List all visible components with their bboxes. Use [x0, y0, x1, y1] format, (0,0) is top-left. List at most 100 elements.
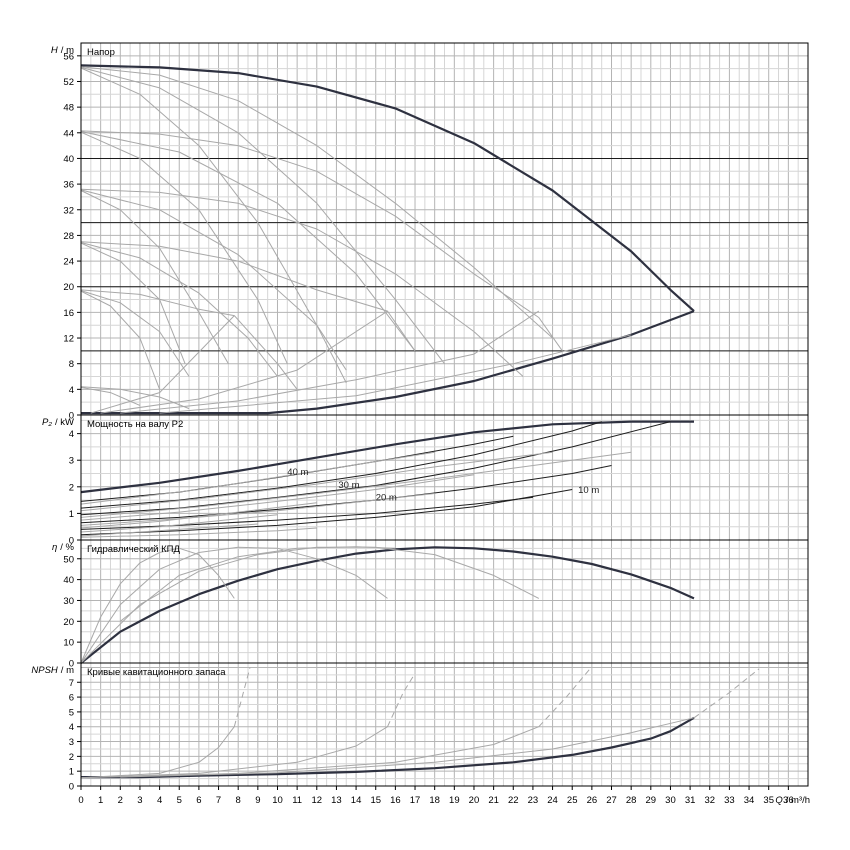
- x-tick-label: 16: [390, 795, 401, 806]
- x-tick-label: 6: [196, 795, 201, 806]
- curve-npsh-dashed: [538, 668, 591, 728]
- x-tick-label: 30: [665, 795, 676, 806]
- y-tick-label: 10: [63, 638, 74, 649]
- curve-head-grey: [80, 241, 416, 352]
- curve-power-grey: [80, 451, 632, 518]
- y-tick-label: 4: [69, 429, 74, 440]
- y-tick-label: 1: [69, 509, 74, 520]
- x-tick-label: 21: [488, 795, 499, 806]
- y-tick-label: 6: [69, 693, 74, 704]
- y-tick-label: 50: [63, 554, 74, 565]
- curve-efficiency-grey: [119, 546, 396, 622]
- y-tick-label: 0: [69, 536, 74, 547]
- curve-power-grey: [80, 527, 317, 538]
- panel-title: Напор: [87, 47, 115, 58]
- curve-power-grey: [80, 502, 317, 529]
- y-tick-label: 56: [63, 51, 74, 62]
- y-tick-label: 48: [63, 103, 74, 114]
- panel-title: Кривые кавитационного запаса: [87, 667, 226, 678]
- y-tick-label: 4: [69, 722, 74, 733]
- x-tick-label: 27: [606, 795, 617, 806]
- curve-annotation: 40 m: [287, 467, 308, 478]
- curve-head-grey: [80, 66, 445, 365]
- y-tick-label: 2: [69, 482, 74, 493]
- series: [80, 64, 760, 779]
- panel-title: Мощность на валу P2: [87, 419, 183, 430]
- y-tick-label: 3: [69, 737, 74, 748]
- y-tick-label: 44: [63, 128, 74, 139]
- curve-head-grey: [80, 290, 190, 377]
- x-tick-label: 23: [528, 795, 539, 806]
- y-tick-label: 4: [69, 385, 74, 396]
- curve-head-grey: [80, 188, 524, 377]
- curve-head-min: [81, 310, 695, 415]
- x-axis-variable: Q: [775, 795, 783, 806]
- y-tick-label: 30: [63, 596, 74, 607]
- y-tick-label: 8: [69, 359, 74, 370]
- curve-npsh-dashed: [693, 668, 760, 719]
- x-tick-label: 3: [137, 795, 142, 806]
- x-tick-label: 17: [410, 795, 421, 806]
- y-axis-label: η / %: [52, 542, 75, 553]
- curve-head-grey: [120, 310, 540, 414]
- curve-head-grey: [80, 130, 563, 352]
- y-tick-label: 52: [63, 77, 74, 88]
- x-tick-label: 26: [587, 795, 598, 806]
- panel-frames: [77, 42, 809, 790]
- curve-power-grey: [80, 474, 475, 521]
- y-tick-label: 24: [63, 257, 74, 268]
- x-tick-label: 25: [567, 795, 578, 806]
- x-tick-label: 33: [724, 795, 735, 806]
- y-tick-label: 7: [69, 678, 74, 689]
- y-tick-label: 20: [63, 617, 74, 628]
- x-tick-label: 22: [508, 795, 519, 806]
- x-tick-label: 8: [236, 795, 241, 806]
- curve-power-grey: [80, 493, 435, 526]
- x-tick-label: 18: [429, 795, 440, 806]
- y-axis-unit: / kW: [55, 417, 74, 428]
- y-axis-variable: P₂: [42, 417, 52, 428]
- y-axis-label: H / m: [51, 45, 74, 56]
- curve-head-grey: [80, 131, 288, 364]
- y-tick-label: 20: [63, 282, 74, 293]
- y-tick-label: 0: [69, 411, 74, 422]
- x-tick-label: 9: [255, 795, 260, 806]
- curve-head-grey: [80, 190, 229, 364]
- curve-efficiency-grey: [80, 547, 235, 664]
- curve-head-grey: [100, 310, 388, 414]
- x-axis-unit: / m³/h: [786, 795, 810, 806]
- x-tick-label: 20: [469, 795, 480, 806]
- curve-head-grey: [80, 290, 161, 390]
- curve-power-grey: [80, 451, 435, 505]
- curve-npsh-max: [81, 716, 695, 779]
- curve-head-grey: [80, 67, 347, 384]
- y-tick-label: 40: [63, 575, 74, 586]
- x-tick-label: 0: [78, 795, 83, 806]
- curve-head-max: [80, 64, 695, 312]
- curve-npsh-grey: [80, 726, 235, 779]
- y-tick-label: 0: [69, 659, 74, 670]
- panel-title: Гидравлический КПД: [87, 544, 180, 555]
- y-axis-unit: / m: [61, 665, 74, 676]
- y-axis-unit: / m: [61, 45, 74, 56]
- x-tick-label: 35: [763, 795, 774, 806]
- curve-annotation: 10 m: [578, 485, 599, 496]
- curve-power-max: [80, 420, 694, 494]
- y-tick-label: 16: [63, 308, 74, 319]
- x-tick-label: 10: [272, 795, 283, 806]
- curve-head-grey: [80, 289, 298, 390]
- x-tick-label: 5: [177, 795, 182, 806]
- curve-power-dark: [80, 421, 602, 509]
- curve-power-grey: [80, 523, 258, 537]
- curve-power-grey: [80, 514, 278, 533]
- x-tick-label: 11: [292, 795, 302, 806]
- y-tick-label: 2: [69, 752, 74, 763]
- x-tick-label: 29: [646, 795, 657, 806]
- curve-power-grey: [80, 451, 553, 512]
- x-tick-label: 7: [216, 795, 221, 806]
- curve-annotation: 20 m: [376, 492, 397, 503]
- curve-head-grey: [90, 315, 235, 414]
- x-tick-label: 19: [449, 795, 460, 806]
- panel-frame-npsh: [80, 662, 809, 787]
